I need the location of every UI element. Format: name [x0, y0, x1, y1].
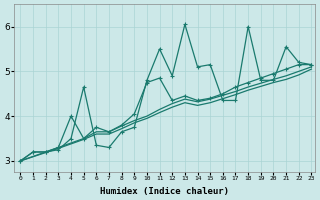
X-axis label: Humidex (Indice chaleur): Humidex (Indice chaleur) [100, 187, 229, 196]
